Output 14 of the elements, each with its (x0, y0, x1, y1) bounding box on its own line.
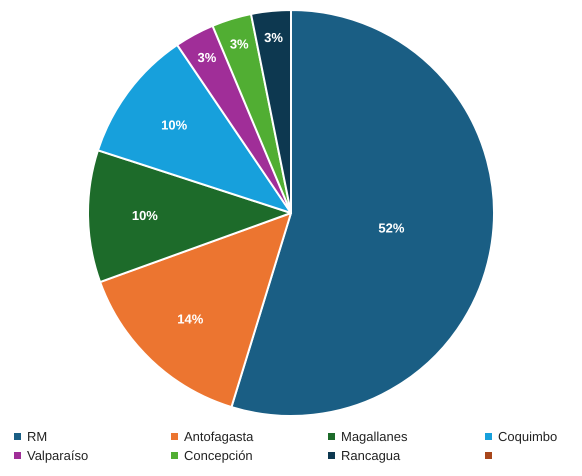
data-label: 14% (177, 311, 204, 326)
data-label: 3% (264, 30, 284, 45)
legend-label: Magallanes (341, 429, 408, 444)
legend-label: RM (27, 429, 48, 444)
data-label: 52% (378, 220, 405, 236)
legend-label: Antofagasta (184, 429, 254, 444)
legend-label: Valparaíso (27, 448, 88, 463)
data-label: 10% (132, 208, 158, 223)
legend-label: Rancagua (341, 448, 400, 463)
legend-label: Concepción (184, 448, 253, 463)
data-label: 3% (198, 50, 217, 66)
data-label: 3% (230, 36, 250, 52)
legend-label: Coquimbo (498, 429, 558, 444)
data-label: 10% (161, 118, 188, 133)
